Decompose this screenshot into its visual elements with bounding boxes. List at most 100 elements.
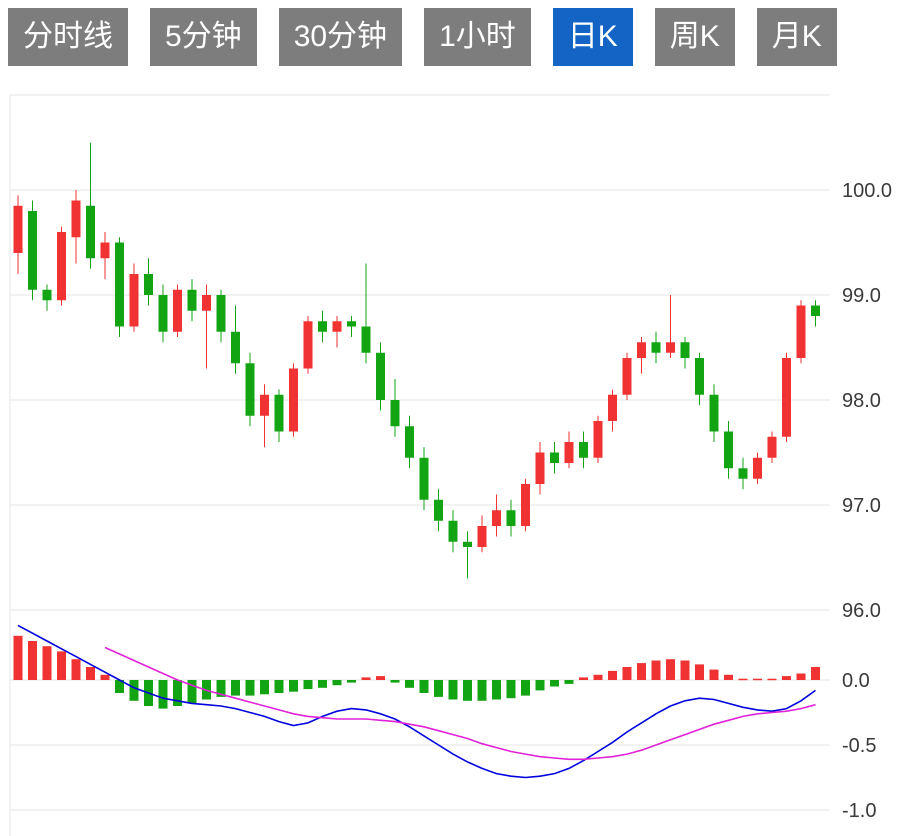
macd-axis-label: -1.0: [842, 800, 876, 822]
macd-histogram-bar: [115, 680, 124, 693]
candle-body: [564, 442, 574, 463]
macd-axis-label: -0.5: [842, 735, 876, 757]
candle-body: [57, 232, 66, 301]
macd-histogram-bar: [492, 680, 501, 700]
candle-body: [332, 321, 342, 332]
macd-histogram-bar: [506, 680, 516, 699]
macd-axis-label: 0.0: [842, 670, 870, 692]
tab-minute-line[interactable]: 分时线: [8, 8, 128, 66]
candle-body: [796, 305, 806, 358]
macd-histogram-bar: [376, 676, 385, 680]
candle-body: [289, 368, 298, 432]
macd-histogram-bar: [86, 667, 95, 680]
candle-body: [695, 358, 704, 395]
macd-histogram-bar: [129, 680, 139, 701]
candle-body: [506, 510, 516, 526]
macd-histogram-bar: [796, 673, 806, 680]
candle-body: [318, 321, 327, 332]
macd-dea-line: [104, 646, 816, 761]
macd-histogram-bar: [405, 680, 414, 688]
candle-body: [521, 484, 530, 526]
candle-body: [173, 289, 182, 332]
macd-histogram-bar: [100, 674, 110, 680]
macd-histogram-bar: [390, 680, 400, 683]
macd-histogram-bar: [173, 680, 182, 706]
price-axis-label: 96.0: [842, 600, 881, 622]
macd-histogram-bar: [579, 677, 588, 680]
macd-histogram-bar: [637, 663, 646, 680]
tab-daily-k[interactable]: 日K: [552, 8, 633, 66]
macd-histogram-bar: [187, 680, 197, 704]
candle-body: [405, 426, 414, 458]
candle-body: [637, 342, 646, 358]
macd-histogram-bar: [13, 635, 23, 680]
candle-body: [492, 510, 501, 526]
candle-body: [767, 436, 777, 458]
candle-body: [666, 342, 675, 353]
tab-monthly-k[interactable]: 月K: [756, 8, 837, 66]
candle-body: [13, 205, 23, 253]
candle-body: [738, 468, 748, 479]
candle-body: [231, 331, 240, 364]
tab-bar: 分时线 5分钟 30分钟 1小时 日K 周K 月K: [8, 8, 837, 66]
macd-histogram-bar: [289, 680, 298, 692]
macd-histogram-bar: [216, 680, 226, 697]
candlestick-layer: [13, 142, 820, 579]
candle-body: [593, 421, 603, 458]
macd-histogram-layer: [13, 635, 820, 709]
candle-body: [434, 499, 443, 521]
tab-5min[interactable]: 5分钟: [150, 8, 257, 66]
candle-body: [608, 394, 617, 421]
candle-body: [477, 526, 487, 547]
macd-histogram-bar: [535, 680, 545, 691]
macd-histogram-bar: [651, 660, 661, 680]
macd-histogram-bar: [419, 680, 429, 693]
price-axis-label: 97.0: [842, 495, 881, 517]
price-axis-label: 98.0: [842, 390, 881, 412]
macd-dif-line: [17, 624, 816, 779]
candle-body: [260, 394, 269, 416]
macd-histogram-bar: [695, 664, 704, 680]
macd-histogram-bar: [274, 680, 284, 693]
candle-body: [622, 358, 632, 395]
candle-body: [448, 520, 458, 542]
macd-histogram-bar: [724, 674, 733, 680]
macd-histogram-bar: [28, 641, 37, 680]
candle-body: [216, 295, 226, 332]
candle-body: [347, 321, 356, 327]
macd-histogram-bar: [767, 678, 777, 681]
candle-body: [274, 394, 284, 432]
candle-body: [245, 363, 255, 416]
candle-body: [390, 400, 400, 427]
y-axis-labels: 100.0 99.0 98.0 97.0 96.0 0.0 -0.5 -1.0: [842, 180, 892, 822]
macd-histogram-bar: [303, 680, 313, 690]
tab-1hour[interactable]: 1小时: [424, 8, 531, 66]
macd-histogram-bar: [448, 680, 458, 700]
candle-body: [158, 295, 168, 332]
candle-body: [753, 457, 762, 479]
macd-histogram-bar: [361, 677, 371, 680]
candle-body: [463, 541, 472, 547]
candle-body: [361, 326, 371, 353]
candle-body: [579, 442, 588, 458]
candle-body: [86, 205, 95, 259]
candle-body: [100, 242, 110, 259]
tab-30min[interactable]: 30分钟: [278, 8, 403, 66]
price-axis-label: 100.0: [842, 180, 892, 202]
macd-histogram-bar: [782, 676, 791, 680]
macd-histogram-bar: [666, 659, 675, 680]
macd-histogram-bar: [738, 678, 748, 681]
candle-body: [550, 452, 559, 463]
candle-body: [782, 358, 791, 437]
candle-body: [129, 274, 139, 327]
candle-body: [303, 321, 313, 369]
macd-histogram-bar: [434, 680, 443, 697]
candle-body: [28, 211, 37, 290]
macd-histogram-bar: [608, 670, 617, 680]
macd-histogram-bar: [477, 680, 487, 701]
macd-histogram-bar: [753, 678, 762, 681]
macd-histogram-bar: [709, 669, 719, 680]
macd-histogram-bar: [260, 680, 269, 695]
tab-weekly-k[interactable]: 周K: [654, 8, 735, 66]
